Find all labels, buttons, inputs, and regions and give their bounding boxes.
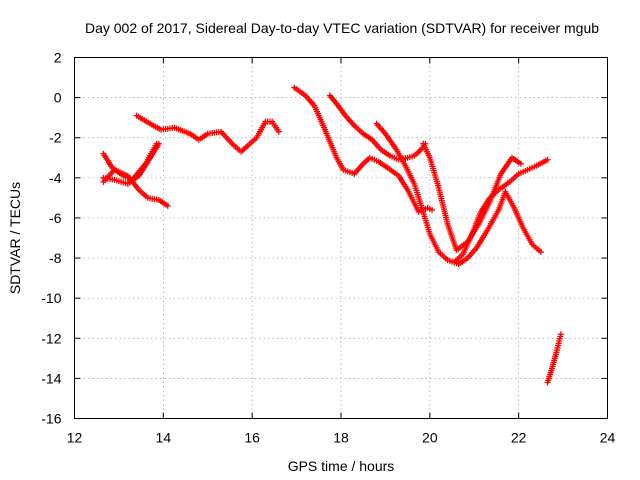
y-tick-label: -12	[41, 330, 61, 346]
data-marks	[100, 84, 564, 386]
chart-title: Day 002 of 2017, Sidereal Day-to-day VTE…	[85, 20, 599, 36]
series-arc-9	[451, 156, 551, 266]
data-point	[429, 206, 436, 213]
series-arc-7	[373, 120, 544, 268]
data-point	[557, 331, 564, 338]
series-arc-10	[544, 331, 564, 386]
tick-label-layer: 12 14 16 18 20 22 24 -16 -14 -12 -10 -8 -6 -4 -2 0 2	[41, 50, 615, 446]
y-tick-label: 2	[54, 50, 62, 66]
x-tick-label: 16	[244, 430, 260, 446]
y-tick-label: -6	[49, 210, 62, 226]
y-axis-label: SDTVAR / TECUs	[7, 182, 23, 294]
y-tick-label: -4	[49, 170, 62, 186]
x-tick-label: 14	[156, 430, 172, 446]
tick-layer	[74, 57, 608, 419]
y-tick-label: -2	[49, 130, 62, 146]
data-point	[164, 202, 171, 209]
data-point	[517, 160, 524, 167]
x-tick-label: 20	[422, 430, 438, 446]
x-tick-label: 18	[333, 430, 349, 446]
data-point	[544, 156, 551, 163]
x-axis-label: GPS time / hours	[288, 458, 395, 474]
y-tick-label: -8	[49, 250, 62, 266]
series-arc-3	[100, 140, 162, 187]
series-arc-5	[291, 84, 436, 215]
data-point	[537, 249, 544, 256]
y-tick-label: -14	[41, 370, 61, 386]
data-point	[275, 128, 282, 135]
y-tick-label: -16	[41, 411, 61, 427]
data-point	[155, 140, 162, 147]
y-tick-label: 0	[54, 90, 62, 106]
series-arc-4	[133, 112, 282, 155]
y-tick-label: -10	[41, 290, 61, 306]
x-tick-label: 12	[67, 430, 83, 446]
x-tick-label: 22	[511, 430, 527, 446]
x-tick-label: 24	[600, 430, 616, 446]
